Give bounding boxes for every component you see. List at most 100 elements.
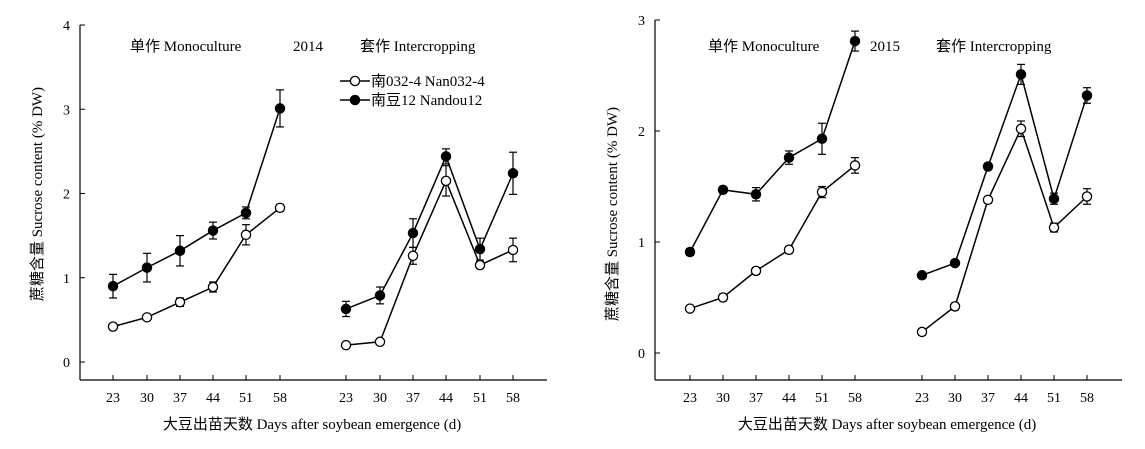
panel-2015-x-axis-label: 大豆出苗天数 Days after soybean emergence (d) bbox=[738, 416, 1036, 433]
panel-2015-x-tick-label: 23 bbox=[915, 391, 929, 406]
panel-2015-nandou12-point bbox=[949, 257, 961, 269]
panel-2015-nan032-4-point bbox=[1048, 222, 1060, 233]
panel-2014-y-tick-label: 1 bbox=[63, 272, 70, 287]
panel-2014-x-tick-label: 37 bbox=[173, 391, 187, 406]
panel-2014-nandou12-point bbox=[207, 225, 219, 236]
panel-2015-x-tick-label: 37 bbox=[749, 391, 763, 406]
panel-2014-x-tick-label: 30 bbox=[373, 391, 387, 406]
panel-2014-x-tick-label: 44 bbox=[206, 391, 220, 406]
panel-2014-nan032-4-point bbox=[274, 202, 286, 214]
panel-2015-nan032-4-point bbox=[816, 186, 828, 198]
panel-2014-nandou12-point bbox=[407, 227, 419, 239]
panel-2014-year: 2014 bbox=[293, 39, 324, 55]
panel-2015-y-axis-label: 蔗糖含量 Sucrose content (% DW) bbox=[604, 107, 621, 321]
panel-2014-y-tick-label: 4 bbox=[63, 19, 70, 34]
panel-2015-y-tick-label: 1 bbox=[638, 236, 645, 251]
panel-2014-nan032-4-point bbox=[207, 281, 219, 293]
panel-2014: 单作 Monoculture 2014 套作 Intercropping 南03… bbox=[29, 38, 485, 433]
panel-2014-subtitle-intercropping: 套作 Intercropping bbox=[360, 38, 476, 55]
panel-2015-nan032-4-inter-line bbox=[921, 126, 1088, 333]
panel-2014-nan032-4-point bbox=[174, 296, 186, 308]
panel-2015-x-tick-label: 44 bbox=[782, 391, 796, 406]
panel-2015-nan032-4-mono-line bbox=[689, 164, 856, 310]
panel-2015-nandou12-mono-line bbox=[689, 40, 856, 253]
panel-2014-x-tick-label: 44 bbox=[439, 391, 453, 406]
panel-2015-x-tick-label: 30 bbox=[716, 391, 730, 406]
panel-2015-x-tick-label: 51 bbox=[815, 391, 829, 406]
panel-2015-y-tick-label: 3 bbox=[638, 14, 645, 29]
panel-2015-nan032-4-point bbox=[849, 160, 861, 171]
panel-2015-x-tick-label: 37 bbox=[981, 391, 995, 406]
panel-2015-nandou12-point bbox=[849, 35, 861, 47]
panel-2014-nandou12-point bbox=[340, 303, 352, 315]
panel-2014-nan032-4-point bbox=[141, 312, 153, 323]
panel-2015-nandou12-inter-line bbox=[921, 71, 1088, 277]
panel-2014-x-tick-label: 58 bbox=[506, 391, 520, 406]
panel-2015-nan032-4-point bbox=[783, 244, 795, 256]
panel-2014-nandou12-point bbox=[507, 168, 519, 179]
legend-nandou12-marker bbox=[349, 94, 361, 106]
panel-2015-x-tick-label: 58 bbox=[1080, 391, 1094, 406]
panel-2015-nandou12-point bbox=[717, 184, 729, 196]
panel-2014-nan032-4-inter-line bbox=[345, 178, 514, 346]
panel-2014-nan032-4-mono-line bbox=[112, 207, 281, 328]
panel-2014-x-tick-label: 23 bbox=[339, 391, 353, 406]
panel-2015-nandou12-point bbox=[916, 270, 928, 281]
panel-2015-x-tick-label: 44 bbox=[1014, 391, 1028, 406]
panel-2015-nan032-4-point bbox=[916, 326, 928, 338]
panel-2014-nandou12-point bbox=[474, 243, 486, 255]
panel-2014-nan032-4-point bbox=[340, 339, 352, 351]
panel-2014-nandou12-point bbox=[240, 207, 252, 219]
panel-2015-nandou12-point bbox=[816, 133, 828, 145]
panel-2014-subtitle-monoculture: 单作 Monoculture bbox=[130, 38, 242, 55]
panel-2014-nandou12-point bbox=[274, 103, 286, 114]
panel-2015-nan032-4-point bbox=[982, 194, 994, 206]
panel-2014-legend-nan032-4: 南032-4 Nan032-4 bbox=[371, 73, 485, 90]
panel-2014-y-tick-label: 0 bbox=[63, 356, 70, 371]
panel-2014-legend-nandou12: 南豆12 Nandou12 bbox=[371, 92, 482, 109]
panel-2014-nandou12-point bbox=[174, 245, 186, 257]
panel-2015-nandou12-point bbox=[982, 161, 994, 172]
panel-2015-y-tick-label: 2 bbox=[638, 125, 645, 140]
panel-2014-y-axis-label: 蔗糖含量 Sucrose content (% DW) bbox=[29, 87, 46, 301]
panel-2015-nan032-4-point bbox=[949, 301, 961, 312]
panel-2014-y-tick-label: 3 bbox=[63, 103, 70, 118]
panel-2014-x-tick-label: 51 bbox=[239, 391, 253, 406]
panel-2015-nandou12-point bbox=[750, 189, 762, 200]
panel-2014-x-tick-label: 30 bbox=[140, 391, 154, 406]
panel-2015-nandou12-point bbox=[1081, 90, 1093, 101]
panel-2015-nandou12-point bbox=[684, 246, 696, 258]
panel-2015-y-tick-label: 0 bbox=[638, 347, 645, 362]
panel-2014-nan032-4-point bbox=[107, 321, 119, 332]
panel-2014-nan032-4-point bbox=[474, 259, 486, 271]
panel-2014-nan032-4-point bbox=[240, 229, 252, 241]
panel-2015: 单作 Monoculture 2015 套作 Intercropping 大豆出… bbox=[604, 38, 1052, 433]
panel-2015-subtitle-monoculture: 单作 Monoculture bbox=[708, 38, 820, 55]
panel-2014-x-axis-label: 大豆出苗天数 Days after soybean emergence (d) bbox=[163, 416, 461, 433]
panel-2014-nan032-4-point bbox=[407, 250, 419, 262]
panel-2014-x-tick-label: 51 bbox=[473, 391, 487, 406]
panel-2015-x-tick-label: 30 bbox=[948, 391, 962, 406]
panel-2015-nandou12-point bbox=[1048, 193, 1060, 204]
legend-nan032-4-marker bbox=[349, 75, 361, 87]
panel-2015-subtitle-intercropping: 套作 Intercropping bbox=[936, 38, 1052, 55]
panel-2014-nandou12-point bbox=[440, 151, 452, 162]
panel-2014-nandou12-point bbox=[374, 290, 386, 301]
panel-2015-nan032-4-point bbox=[1015, 123, 1027, 135]
panel-2014-nandou12-inter-line bbox=[345, 154, 514, 310]
panel-2015-x-tick-label: 51 bbox=[1047, 391, 1061, 406]
panel-2014-nandou12-point bbox=[141, 262, 153, 273]
panel-2014-nandou12-point bbox=[107, 280, 119, 292]
panel-2015-nan032-4-point bbox=[1081, 191, 1093, 202]
panel-2015-nan032-4-point bbox=[750, 265, 762, 277]
panel-2014-x-tick-label: 37 bbox=[406, 391, 420, 406]
panel-2014-nan032-4-point bbox=[440, 175, 452, 187]
panel-2015-nandou12-point bbox=[1015, 69, 1027, 80]
panel-2015-nan032-4-point bbox=[684, 303, 696, 314]
panel-2015-x-tick-label: 58 bbox=[848, 391, 862, 406]
